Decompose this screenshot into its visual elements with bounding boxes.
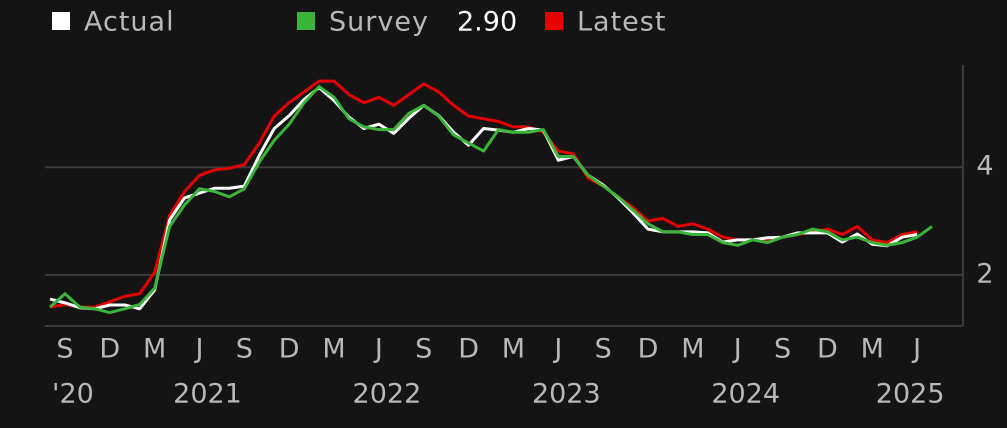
x-tick-label: D	[458, 334, 479, 365]
x-tick-label: J	[552, 334, 562, 365]
legend-swatch	[297, 12, 315, 30]
x-year-label: 2021	[173, 379, 242, 410]
x-tick-label: D	[638, 334, 659, 365]
x-tick-label: M	[861, 334, 884, 365]
x-tick-label: M	[681, 334, 704, 365]
legend-label: Survey	[329, 7, 429, 38]
y-tick-label: 4	[976, 151, 993, 182]
legend-swatch	[52, 12, 70, 30]
legend-value: 2.90	[457, 7, 517, 38]
legend-swatch	[545, 12, 563, 30]
x-tick-label: J	[194, 334, 204, 365]
x-year-label: '20	[52, 379, 94, 410]
x-tick-label: J	[373, 334, 383, 365]
x-tick-label: D	[817, 334, 838, 365]
x-tick-label: M	[322, 334, 345, 365]
x-tick-label: D	[279, 334, 300, 365]
legend-label: Actual	[84, 7, 175, 38]
x-tick-label: J	[732, 334, 742, 365]
x-year-label: 2025	[876, 379, 945, 410]
x-tick-label: J	[911, 334, 921, 365]
x-tick-label: S	[595, 334, 612, 365]
legend-label: Latest	[577, 7, 666, 38]
x-year-label: 2024	[711, 379, 780, 410]
x-tick-label: M	[502, 334, 525, 365]
x-year-label: 2022	[353, 379, 422, 410]
x-tick-label: S	[774, 334, 791, 365]
x-tick-label: S	[415, 334, 432, 365]
legend: Actual Survey 2.90 Latest	[52, 7, 666, 38]
line-series	[48, 85, 933, 315]
x-tick-label: D	[99, 334, 120, 365]
x-year-label: 2023	[532, 379, 601, 410]
x-tick-label: S	[236, 334, 253, 365]
y-tick-label: 2	[976, 258, 993, 289]
x-tick-label: M	[143, 334, 166, 365]
x-tick-label: S	[56, 334, 73, 365]
